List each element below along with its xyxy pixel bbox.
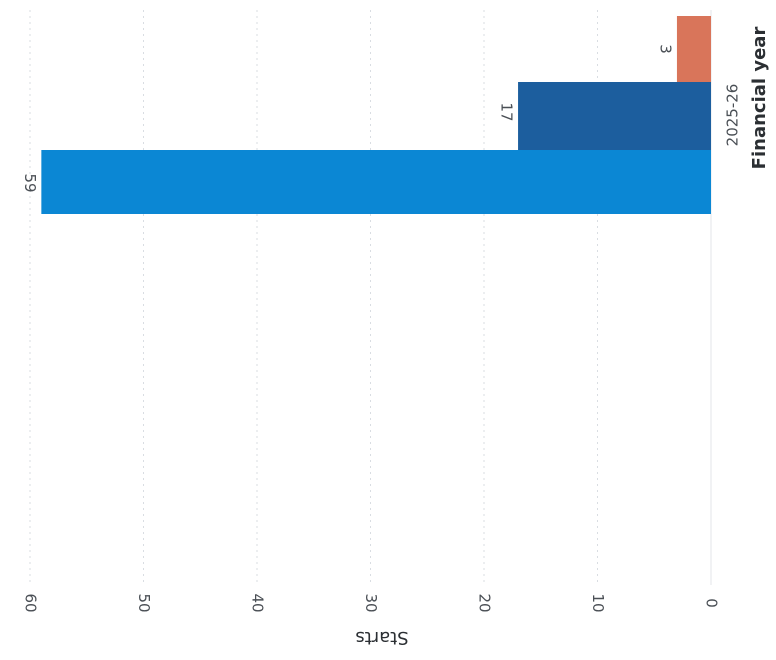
value-axis-ticks: 0 10 20 30 40 50 60 bbox=[22, 593, 721, 612]
category-label-2025-26: 2025-26 bbox=[724, 84, 742, 147]
value-tick-20: 20 bbox=[476, 593, 494, 612]
bar-3 bbox=[676, 16, 711, 82]
value-tick-50: 50 bbox=[135, 593, 153, 612]
value-tick-60: 60 bbox=[22, 593, 40, 612]
bar-1 bbox=[41, 150, 712, 214]
value-tick-10: 10 bbox=[589, 593, 607, 612]
bar-2 bbox=[518, 82, 711, 150]
value-tick-0: 0 bbox=[703, 598, 721, 608]
value-axis-title: Starts bbox=[355, 627, 408, 648]
value-tick-30: 30 bbox=[362, 593, 380, 612]
bar-label-3: 3 bbox=[656, 44, 674, 54]
category-axis-title: Financial year bbox=[749, 27, 770, 170]
value-tick-40: 40 bbox=[249, 593, 267, 612]
bars bbox=[41, 16, 712, 214]
bar-label-2: 17 bbox=[498, 102, 516, 121]
bar-value-labels: 59 17 3 bbox=[21, 44, 675, 192]
bar-label-1: 59 bbox=[21, 173, 39, 192]
category-axis: 2025-26 bbox=[724, 84, 742, 147]
